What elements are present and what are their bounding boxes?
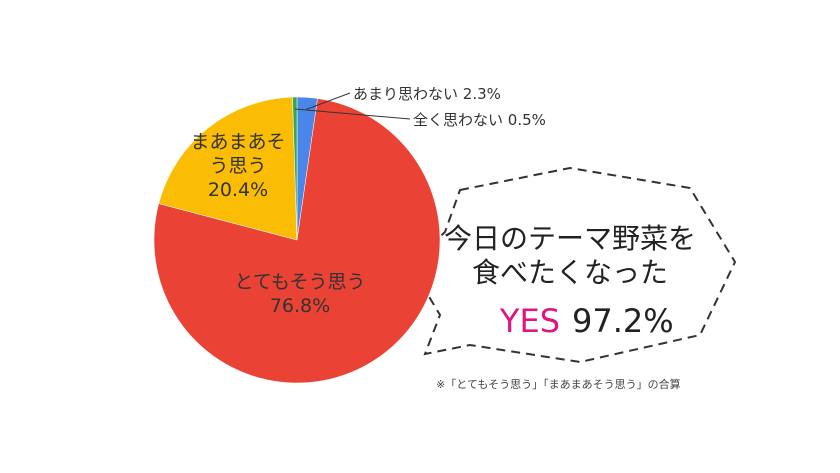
leader-line	[294, 108, 411, 120]
slice-value: 20.4%	[207, 179, 269, 201]
slice-label: あまり思わない 2.3%	[353, 83, 501, 104]
slice-category: あまり思わない	[353, 85, 459, 103]
pie-slice	[158, 96, 298, 241]
callout-highlight: YES	[499, 302, 560, 340]
slice-label: 全く思わない 0.5%	[413, 109, 546, 130]
slice-category: まあまあそう思う	[190, 131, 286, 177]
slice-value: 2.3%	[462, 85, 501, 103]
pie-slice	[292, 96, 298, 241]
pie-slice	[153, 98, 441, 384]
slice-value: 0.5%	[507, 111, 546, 129]
note: ※「とてもそう思う」「まあまあそう思う」の合算	[436, 377, 681, 391]
slice-label: まあまあそう思う 20.4%	[188, 130, 288, 202]
slice-category: 全く思わない	[413, 111, 504, 129]
callout-value: 97.2%	[572, 302, 674, 340]
pie	[153, 92, 441, 384]
callout-line: 食べたくなった	[472, 256, 668, 289]
callout-line: 今日のテーマ野菜を	[444, 222, 696, 255]
slice-label: とてもそう思う 76.8%	[215, 270, 385, 318]
slice-category: とてもそう思う	[234, 271, 366, 293]
slice-value: 76.8%	[269, 295, 331, 317]
callout-bubble	[408, 166, 737, 364]
leader-line	[306, 92, 351, 110]
